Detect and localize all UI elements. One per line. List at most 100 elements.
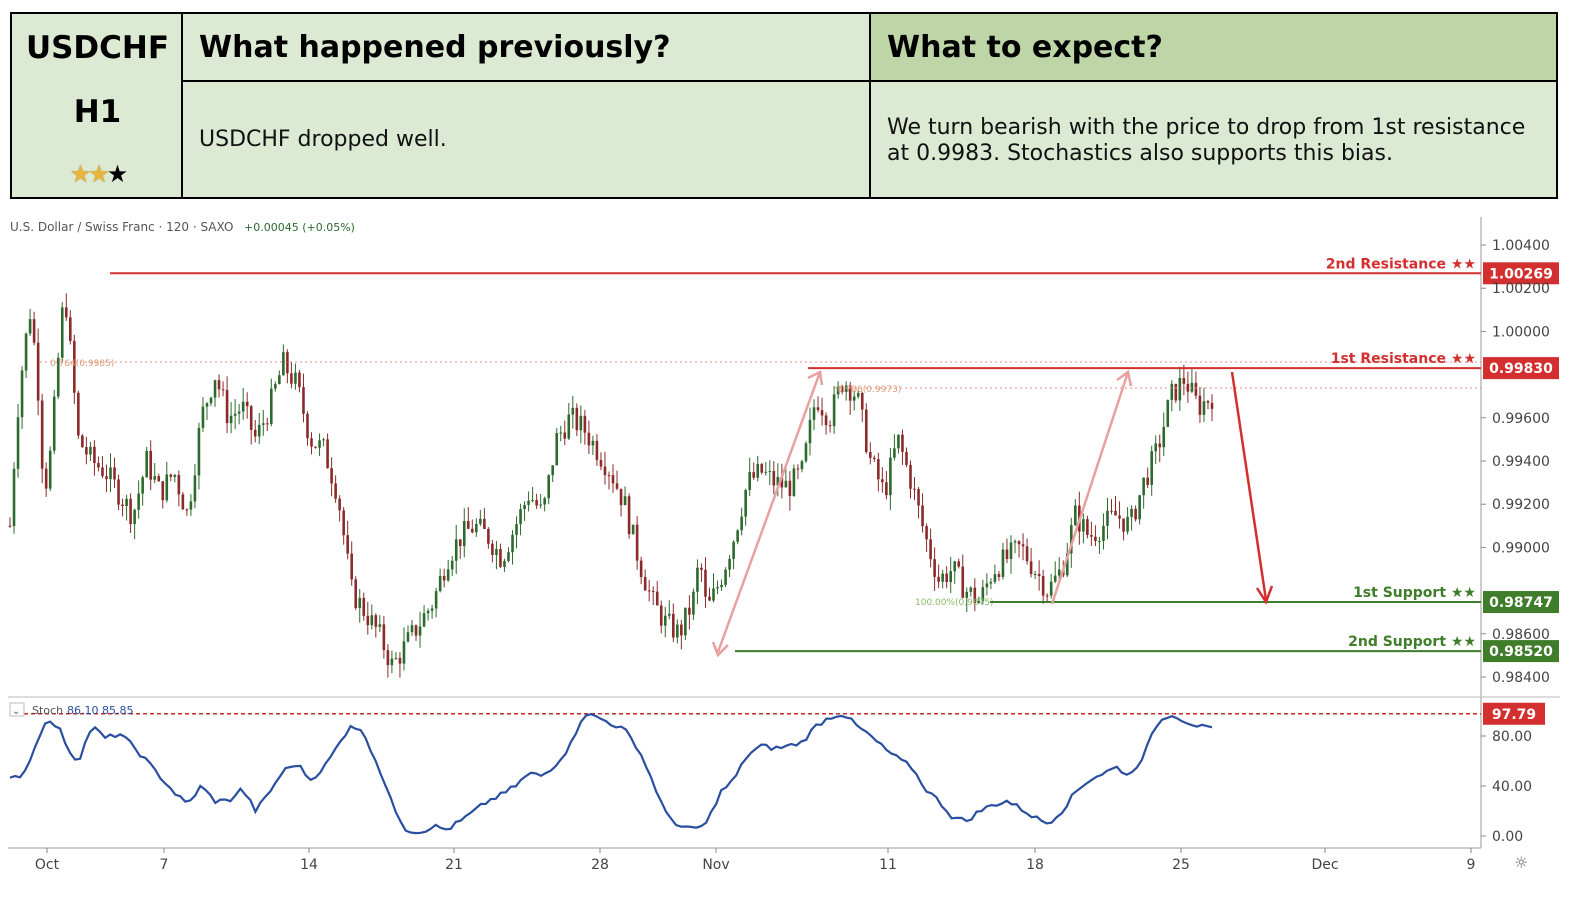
candle-body (370, 615, 374, 626)
candle-body (358, 597, 362, 609)
candle-body (483, 518, 486, 529)
candle-body (852, 396, 856, 401)
candle-body (864, 409, 868, 453)
expect-body-cell: We turn bearish with the price to drop f… (871, 82, 1556, 197)
x-tick-label-8: 25 (1172, 857, 1190, 873)
candle-body (1001, 549, 1005, 577)
candle-body (406, 632, 410, 642)
drop-arrow-head (1255, 585, 1274, 605)
candle-body (539, 504, 542, 506)
candle-body (1041, 576, 1045, 596)
candle-body (631, 524, 635, 535)
candle-body (366, 615, 370, 626)
candle-body (736, 530, 739, 542)
candle-body (969, 587, 973, 592)
candle-body (957, 561, 961, 567)
candle-body (639, 560, 643, 578)
candle-body (1174, 383, 1178, 401)
candle-body (768, 471, 772, 473)
candle-body (740, 516, 743, 531)
candle-body (56, 357, 60, 397)
candle-body (889, 457, 892, 496)
settings-gear-icon[interactable]: ☼ (1514, 853, 1528, 872)
candle-body (885, 482, 888, 496)
x-tick-label-7: 18 (1026, 857, 1044, 873)
candle-body (1082, 519, 1085, 532)
candle-body (901, 434, 904, 452)
candle-body (615, 483, 619, 489)
candle-body (1069, 525, 1073, 554)
candle-body (261, 423, 265, 425)
candle-body (860, 393, 864, 410)
level-badge-2 (1483, 591, 1559, 614)
candle-body (64, 307, 68, 318)
collapse-pane-button[interactable] (9, 702, 25, 717)
candle-body (800, 461, 804, 470)
candle-body (418, 626, 422, 636)
candle-body (836, 386, 840, 395)
candle-body (828, 425, 832, 427)
candle-body (599, 460, 603, 467)
candle-body (796, 468, 800, 470)
candle-body (85, 447, 88, 455)
x-tick-label-5: Nov (702, 857, 729, 873)
candle-body (36, 342, 40, 401)
candle-body (495, 548, 498, 555)
candle-body (929, 539, 932, 560)
candle-body (587, 432, 591, 446)
candle-body (567, 414, 571, 439)
candle-body (374, 615, 378, 627)
candle-body (177, 474, 181, 495)
rally-arrow-1-head (807, 370, 824, 386)
candle-body (121, 504, 124, 506)
candle-body (1198, 395, 1202, 415)
candle-body (909, 464, 912, 489)
candle-body (708, 596, 711, 601)
candle-body (398, 657, 402, 664)
candle-body (611, 475, 615, 484)
candle-body (712, 588, 715, 601)
candle-body (756, 463, 760, 478)
analysis-header-table: USDCHF H1 ★★★ What happened previously? … (10, 12, 1558, 199)
candle-body (69, 317, 72, 341)
candle-body (692, 591, 695, 615)
candle-body (93, 446, 96, 464)
candle-body (1053, 575, 1057, 582)
star-empty-icon: ★ (106, 160, 128, 188)
candle-body (237, 411, 241, 414)
candle-body (1017, 541, 1021, 545)
candle-body (700, 567, 703, 570)
stoch-line (9, 713, 1213, 835)
candle-body (81, 435, 84, 448)
candle-body (748, 472, 751, 490)
candle-body (290, 373, 293, 384)
candle-body (149, 450, 153, 480)
candle-body (772, 471, 776, 486)
expect-title: What to expect? (887, 30, 1163, 65)
candle-body (16, 417, 20, 469)
candle-body (466, 520, 470, 529)
candle-body (181, 494, 185, 510)
stoch-label: Stoch (32, 704, 63, 717)
candle-body (672, 613, 675, 638)
candle-body (394, 657, 398, 659)
candle-body (44, 468, 48, 489)
stoch-tick-label-2: 0.00 (1492, 829, 1523, 845)
candle-body (764, 471, 768, 473)
level-badge-3 (1483, 640, 1559, 663)
candles-layer (8, 293, 1214, 678)
rally-arrow-1-tail (711, 641, 729, 658)
level-name-2: 1st Support ★★ (1353, 585, 1476, 601)
candle-body (137, 493, 140, 510)
candle-body (1029, 561, 1033, 575)
candle-body (953, 561, 957, 572)
stochastic-pane: 97.79 80.00 40.00 0.00 (9, 702, 1545, 845)
candle-body (165, 474, 169, 501)
candle-body (651, 590, 655, 592)
timeframe-label: H1 (73, 94, 122, 130)
candle-body (310, 438, 313, 447)
y-tick-label-5: 0.99200 (1492, 497, 1550, 513)
stoch-values: 86.10 85.85 (67, 704, 133, 717)
candle-body (386, 650, 390, 666)
